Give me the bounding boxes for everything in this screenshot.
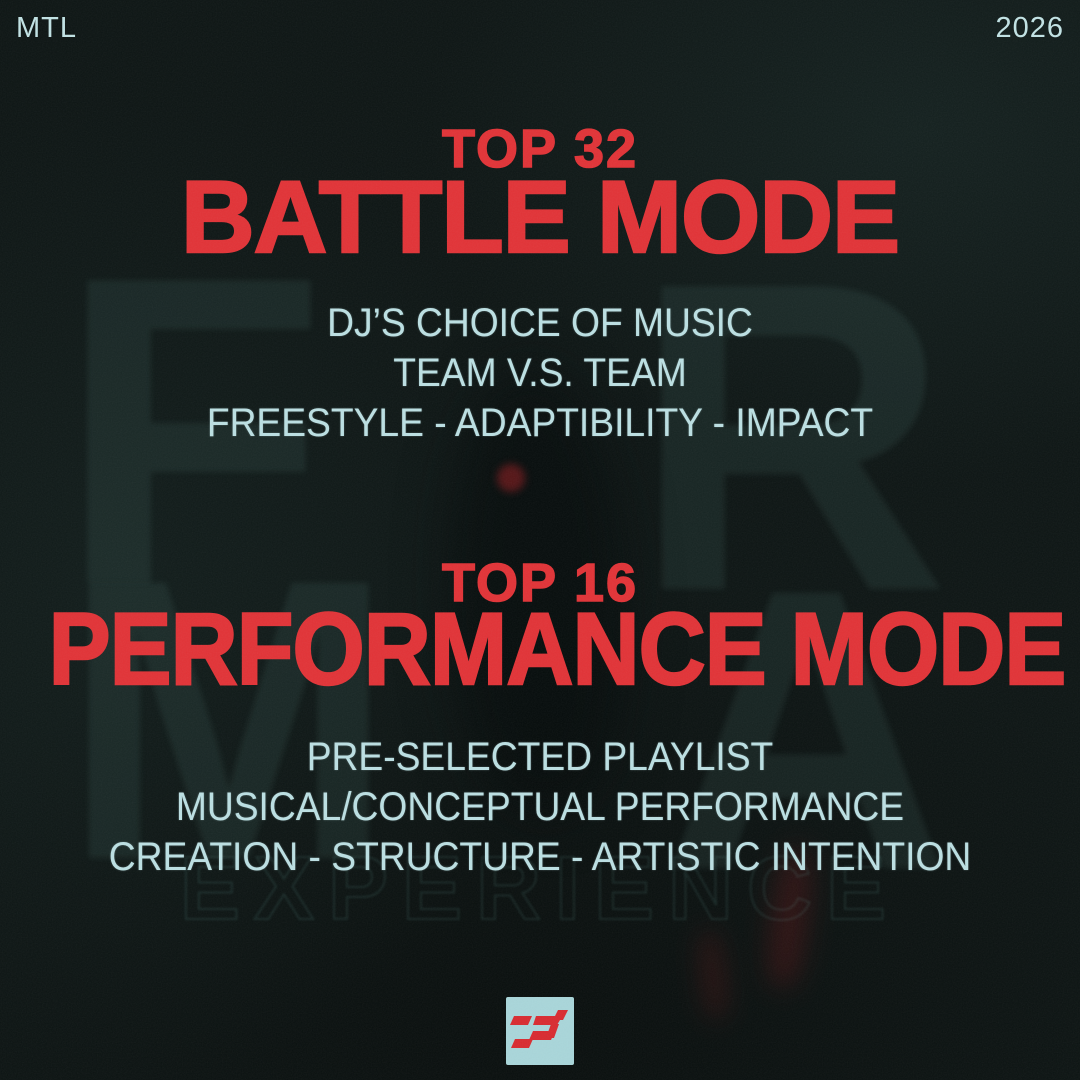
performance-mode-details: PRE-SELECTED PLAYLIST MUSICAL/CONCEPTUAL… xyxy=(38,732,1042,882)
watermark-red-accent xyxy=(497,464,525,492)
formula-f-logo-icon xyxy=(510,1010,568,1048)
detail-line: TEAM V.S. TEAM xyxy=(393,351,687,395)
formula-logo-badge xyxy=(506,997,574,1065)
year-label: 2026 xyxy=(995,12,1064,44)
detail-line: CREATION - STRUCTURE - ARTISTIC INTENTIO… xyxy=(108,835,972,879)
location-label: MTL xyxy=(16,12,77,44)
detail-line: DJ’S CHOICE OF MUSIC xyxy=(327,301,753,345)
battle-mode-details: DJ’S CHOICE OF MUSIC TEAM V.S. TEAM FREE… xyxy=(38,298,1042,448)
detail-line: FREESTYLE - ADAPTIBILITY - IMPACT xyxy=(206,401,874,445)
mode-title-performance: PERFORMANCE MODE xyxy=(47,592,1067,706)
detail-line: PRE-SELECTED PLAYLIST xyxy=(306,735,774,779)
detail-line: MUSICAL/CONCEPTUAL PERFORMANCE xyxy=(175,785,905,829)
mode-title-battle: BATTLE MODE xyxy=(180,160,902,274)
